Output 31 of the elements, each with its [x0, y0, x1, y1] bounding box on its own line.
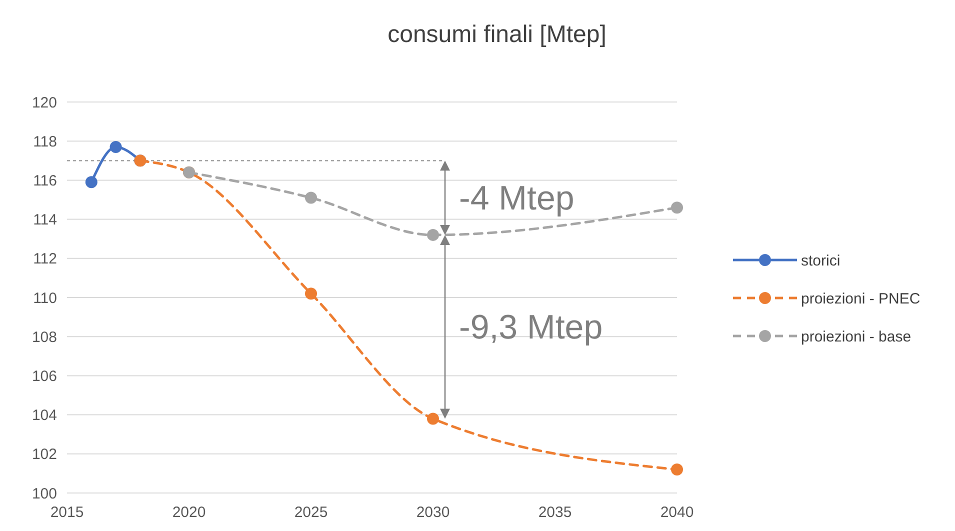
chart-title: consumi finali [Mtep]: [388, 21, 606, 48]
legend-label: proiezioni - PNEC: [801, 290, 920, 308]
y-tick-label: 100: [32, 485, 57, 502]
y-tick-label: 108: [32, 328, 57, 346]
legend-label: proiezioni - base: [801, 328, 912, 346]
y-tick-label: 104: [32, 407, 57, 424]
y-tick-label: 102: [32, 446, 57, 464]
point: [85, 176, 98, 188]
x-tick-label: 2035: [538, 504, 572, 521]
point: [427, 412, 439, 425]
point: [305, 288, 317, 300]
x-tick-label: 2030: [416, 504, 450, 521]
x-tick-label: 2040: [660, 504, 694, 521]
y-tick-label: 110: [33, 290, 57, 307]
x-tick-label: 2020: [172, 504, 206, 521]
point: [305, 192, 317, 204]
point: [427, 228, 439, 241]
y-tick-label: 114: [33, 212, 57, 229]
x-tick-label: 2015: [50, 504, 84, 521]
y-tick-label: 118: [33, 133, 57, 150]
x-tick-label: 2025: [294, 504, 328, 521]
annotation: -9,3 Mtep: [459, 308, 603, 347]
y-tick-label: 116: [33, 172, 57, 190]
y-tick-label: 120: [32, 94, 57, 112]
point: [671, 202, 683, 214]
point: [110, 140, 122, 153]
annotation: -4 Mtep: [459, 180, 574, 218]
y-tick-label: 106: [32, 368, 57, 385]
y-tick-label: 112: [33, 250, 57, 268]
point: [671, 464, 683, 476]
legend-label: storici: [801, 252, 840, 270]
